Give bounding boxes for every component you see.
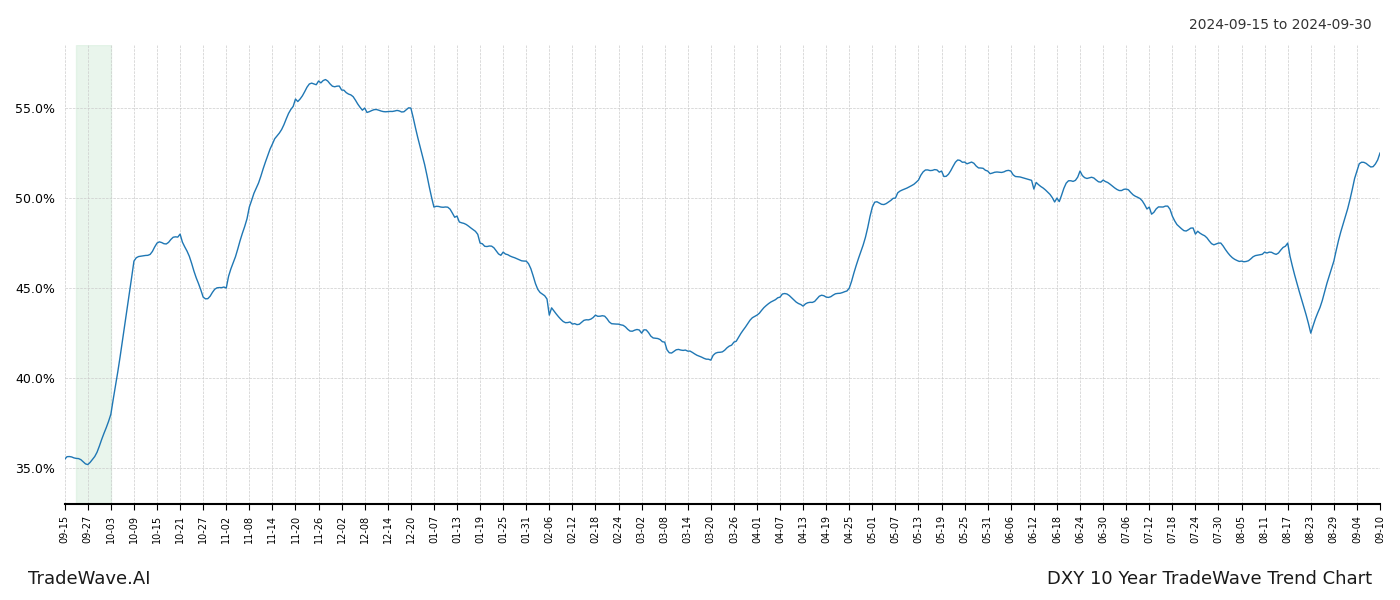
Text: DXY 10 Year TradeWave Trend Chart: DXY 10 Year TradeWave Trend Chart <box>1047 570 1372 588</box>
Text: 2024-09-15 to 2024-09-30: 2024-09-15 to 2024-09-30 <box>1190 18 1372 32</box>
Text: TradeWave.AI: TradeWave.AI <box>28 570 151 588</box>
Bar <box>76 45 111 504</box>
